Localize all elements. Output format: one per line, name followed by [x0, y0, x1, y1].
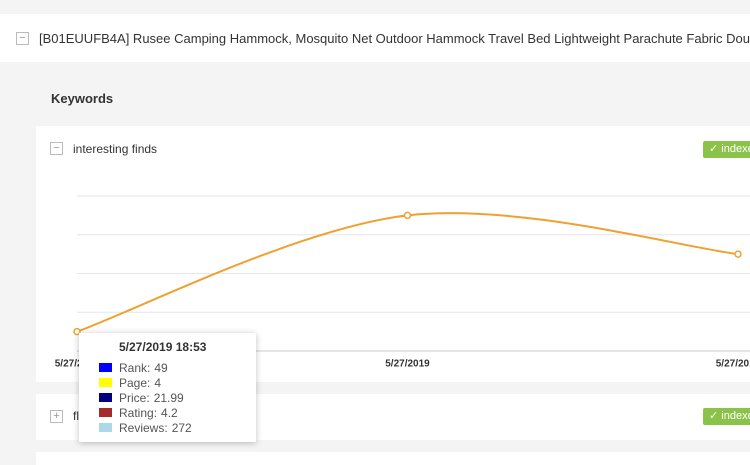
tooltip-row: Rank: 49	[99, 360, 256, 375]
section-title: Keywords	[51, 91, 114, 106]
legend-swatch	[99, 378, 112, 387]
x-tick-label: 5/27/2019	[385, 359, 430, 370]
tooltip-label: Price:	[119, 390, 150, 405]
tooltip-value: 4	[154, 375, 162, 390]
tooltip-row: Reviews: 272	[99, 420, 256, 435]
tooltip-row: Rating: 4.2	[99, 405, 256, 420]
tooltip-row: Price: 21.99	[99, 390, 256, 405]
keyword-card	[36, 452, 750, 465]
data-point	[403, 211, 412, 220]
status-badge: ✓ indexed	[703, 408, 750, 425]
tooltip: 5/27/2019 18:53 Rank: 49 Page: 4 Price: 21.99…	[79, 333, 256, 442]
tooltip-label: Reviews:	[119, 420, 168, 435]
data-point	[734, 250, 742, 258]
legend-swatch	[99, 363, 112, 372]
x-tick-label: 5/27/2019	[716, 359, 750, 370]
status-badge: ✓ indexed	[703, 141, 750, 158]
status-text: indexed	[721, 143, 750, 155]
keyword-label: fl	[73, 409, 79, 423]
expand-toggle[interactable]: +	[50, 410, 63, 423]
data-point	[73, 327, 81, 336]
tooltip-value: 21.99	[153, 390, 184, 405]
legend-swatch	[99, 408, 112, 417]
header: − [B01EUUFB4A] Rusee Camping Hammock, Mo…	[0, 14, 750, 62]
collapse-toggle[interactable]: −	[16, 32, 29, 45]
product-title: [B01EUUFB4A] Rusee Camping Hammock, Mosq…	[39, 31, 750, 46]
legend-swatch	[99, 423, 112, 432]
tooltip-label: Page:	[119, 375, 151, 390]
tooltip-value: 4.2	[161, 405, 178, 420]
tooltip-row: Page: 4	[99, 375, 256, 390]
status-text: indexed	[721, 410, 750, 422]
tooltip-value: 272	[171, 420, 192, 435]
tooltip-label: Rank:	[119, 360, 151, 375]
keyword-label: interesting finds	[73, 142, 158, 156]
tooltip-title: 5/27/2019 18:53	[119, 340, 207, 354]
tooltip-value: 49	[154, 360, 168, 375]
tooltip-label: Rating:	[119, 405, 158, 420]
series-line	[76, 212, 739, 333]
collapse-toggle[interactable]: −	[50, 142, 63, 155]
x-tick-label: 5/27/2019	[55, 359, 100, 370]
legend-swatch	[99, 393, 112, 402]
